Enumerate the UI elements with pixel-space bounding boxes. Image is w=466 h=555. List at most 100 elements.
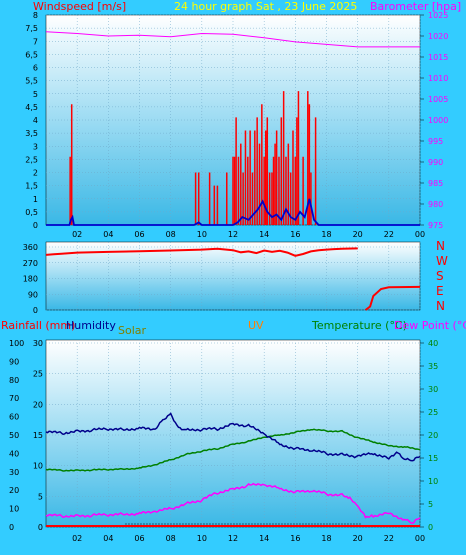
gust-bar xyxy=(240,143,242,225)
x-tick-label: 22 xyxy=(384,534,394,543)
left-tick-label: 4,5 xyxy=(25,103,38,112)
right-tick-label: 1005 xyxy=(428,95,448,104)
chart-title: 24 hour graph Sat , 23 June 2025 xyxy=(174,0,357,13)
gust-bar xyxy=(275,130,278,225)
x-tick-label: 20 xyxy=(353,230,363,239)
gust-bar xyxy=(314,117,317,225)
label-solar: Solar xyxy=(118,324,147,337)
x-tick-label: 04 xyxy=(103,534,113,543)
x-tick-label: 06 xyxy=(134,534,144,543)
x-tick-label: 16 xyxy=(290,230,300,239)
x-tick-label: 16 xyxy=(290,534,300,543)
gust-bar xyxy=(197,172,200,225)
right-tick-label: 975 xyxy=(428,221,443,230)
left-tick-label: 5,5 xyxy=(25,77,38,86)
gust-bar xyxy=(292,130,294,225)
left-axis-title: Windspeed [m/s] xyxy=(33,0,126,13)
right-tick-label: 990 xyxy=(428,158,443,167)
rainfall-tick-label: 30 xyxy=(33,339,43,348)
gust-bar xyxy=(296,117,298,225)
gust-bar xyxy=(232,156,234,225)
gust-bar xyxy=(261,104,263,225)
temperature-tick-label: 0 xyxy=(428,523,433,532)
gust-bar xyxy=(274,143,276,225)
temperature-tick-label: 20 xyxy=(428,431,438,440)
temperature-tick-label: 25 xyxy=(428,408,438,417)
rainfall-tick-label: 15 xyxy=(33,431,43,440)
temperature-tick-label: 5 xyxy=(428,500,433,509)
left-tick-label: 6,5 xyxy=(25,50,38,59)
humidity-tick-label: 80 xyxy=(9,376,19,385)
gust-bar xyxy=(310,172,312,225)
gust-bar xyxy=(256,117,258,225)
x-tick-label: 00 xyxy=(415,534,425,543)
gust-bar xyxy=(242,172,244,225)
rainfall-tick-label: 20 xyxy=(33,400,43,409)
humidity-tick-label: 100 xyxy=(9,339,24,348)
label-temperature: Temperature (°C) xyxy=(311,319,407,332)
gust-bar xyxy=(251,172,254,225)
left-tick-label: 7 xyxy=(33,37,38,46)
right-tick-label: 995 xyxy=(428,137,443,146)
right-tick-label: 1015 xyxy=(428,53,448,62)
gust-bar xyxy=(258,143,261,225)
right-axis-title: Barometer [hpa] xyxy=(370,0,461,13)
label-uv: UV xyxy=(248,319,264,332)
humidity-tick-label: 50 xyxy=(9,431,19,440)
gust-bar xyxy=(287,143,290,225)
left-tick-label: 3 xyxy=(33,142,38,151)
left-tick-label: 7,5 xyxy=(25,24,38,33)
humidity-tick-label: 90 xyxy=(9,357,19,366)
x-tick-label: 02 xyxy=(72,230,82,239)
direction-tick-label: 360 xyxy=(23,243,38,252)
direction-tick-label: 180 xyxy=(23,275,38,284)
gust-bar xyxy=(282,91,285,225)
left-tick-label: 4 xyxy=(33,116,38,125)
humidity-tick-label: 60 xyxy=(9,413,19,422)
left-tick-label: 2,5 xyxy=(25,155,38,164)
gust-bar xyxy=(254,130,256,225)
gust-bar xyxy=(263,156,265,225)
gust-bar xyxy=(208,172,211,225)
barometer-line xyxy=(45,31,420,48)
x-tick-label: 18 xyxy=(321,534,331,543)
compass-label: S xyxy=(436,269,444,283)
gust-bar xyxy=(280,117,283,225)
left-tick-label: 3,5 xyxy=(25,129,38,138)
gust-bar xyxy=(249,130,251,225)
rainfall-tick-label: 25 xyxy=(33,370,43,379)
gust-bar xyxy=(69,156,71,225)
gust-bar xyxy=(271,172,273,225)
left-tick-label: 1,5 xyxy=(25,182,38,191)
gust-bar xyxy=(194,172,197,225)
x-tick-label: 18 xyxy=(321,230,331,239)
x-tick-label: 22 xyxy=(384,230,394,239)
avg-windspeed-line xyxy=(46,198,420,226)
compass-label: W xyxy=(436,254,448,268)
gust-bar xyxy=(294,156,297,225)
humidity-tick-label: 20 xyxy=(9,486,19,495)
x-tick-label: 00 xyxy=(415,230,425,239)
x-tick-label: 06 xyxy=(134,230,144,239)
temperature-line xyxy=(45,428,421,472)
right-tick-label: 1025 xyxy=(428,11,448,20)
left-tick-label: 2 xyxy=(33,169,38,178)
right-tick-label: 1020 xyxy=(428,32,448,41)
rainfall-tick-label: 10 xyxy=(33,462,43,471)
wind-direction-line xyxy=(45,247,358,257)
humidity-tick-label: 10 xyxy=(9,505,19,514)
x-tick-label: 12 xyxy=(228,230,238,239)
gust-bar xyxy=(226,172,228,225)
temperature-tick-label: 10 xyxy=(428,477,438,486)
temperature-tick-label: 15 xyxy=(428,454,438,463)
gust-bar xyxy=(289,172,292,225)
x-tick-label: 12 xyxy=(228,534,238,543)
gust-bar xyxy=(237,156,240,225)
compass-label: E xyxy=(436,284,444,298)
gust-bar xyxy=(216,185,219,225)
direction-tick-label: 0 xyxy=(33,306,38,315)
dew-point-line xyxy=(45,482,421,525)
left-tick-label: 5 xyxy=(33,90,38,99)
x-tick-label: 14 xyxy=(259,534,269,543)
